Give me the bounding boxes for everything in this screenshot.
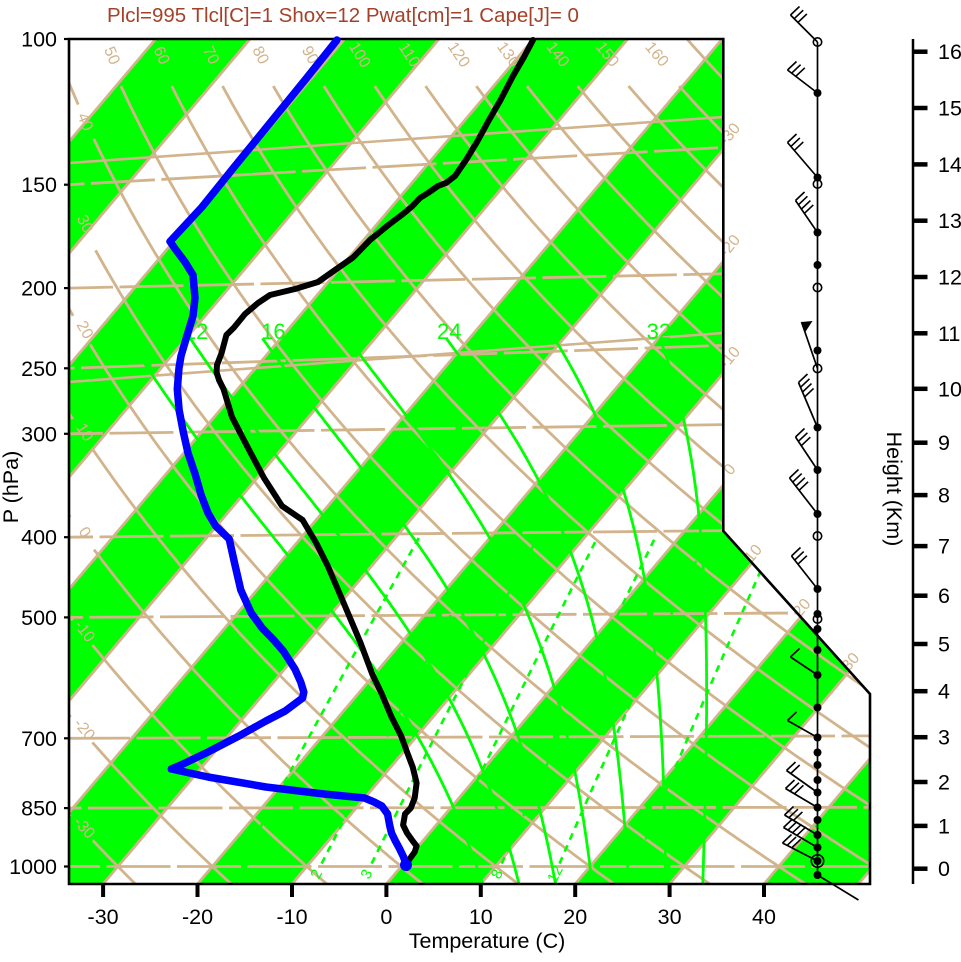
svg-text:850: 850 <box>21 797 57 821</box>
svg-text:20: 20 <box>563 905 587 929</box>
svg-text:4: 4 <box>938 680 950 704</box>
svg-text:40: 40 <box>752 905 776 929</box>
svg-text:7: 7 <box>938 535 950 559</box>
svg-text:P (hPa): P (hPa) <box>0 451 23 524</box>
svg-text:10: 10 <box>938 377 961 401</box>
svg-text:14: 14 <box>938 153 961 177</box>
svg-text:13: 13 <box>938 209 961 233</box>
svg-text:0: 0 <box>938 857 950 881</box>
svg-text:300: 300 <box>21 422 57 446</box>
svg-text:9: 9 <box>938 431 950 455</box>
svg-text:6: 6 <box>938 584 950 608</box>
svg-text:-10: -10 <box>276 905 307 929</box>
svg-text:200: 200 <box>21 277 57 301</box>
svg-text:400: 400 <box>21 526 57 550</box>
svg-text:12: 12 <box>938 266 961 290</box>
svg-text:700: 700 <box>21 727 57 751</box>
svg-text:250: 250 <box>21 357 57 381</box>
svg-text:Plcl=995 Tlcl[C]=1 Shox=12 Pwa: Plcl=995 Tlcl[C]=1 Shox=12 Pwat[cm]=1 Ca… <box>107 4 579 27</box>
svg-text:-20: -20 <box>182 905 213 929</box>
svg-text:1000: 1000 <box>9 855 57 879</box>
svg-text:Height (Km): Height (Km) <box>882 432 906 547</box>
svg-text:15: 15 <box>938 97 961 121</box>
svg-text:8: 8 <box>938 484 950 508</box>
svg-text:5: 5 <box>938 633 950 657</box>
svg-text:100: 100 <box>21 28 57 52</box>
svg-text:0: 0 <box>380 905 392 929</box>
svg-text:-30: -30 <box>88 905 119 929</box>
svg-text:3: 3 <box>938 726 950 750</box>
svg-text:1: 1 <box>938 814 950 838</box>
svg-text:11: 11 <box>938 322 960 346</box>
svg-text:2: 2 <box>938 771 950 795</box>
svg-text:10: 10 <box>469 905 493 929</box>
svg-text:32: 32 <box>647 319 671 344</box>
svg-text:16: 16 <box>261 319 285 344</box>
svg-text:150: 150 <box>21 173 57 197</box>
svg-text:Temperature (C): Temperature (C) <box>409 929 566 953</box>
svg-text:30: 30 <box>658 905 682 929</box>
svg-text:500: 500 <box>21 606 57 630</box>
svg-text:16: 16 <box>938 40 961 64</box>
svg-text:24: 24 <box>437 319 461 344</box>
